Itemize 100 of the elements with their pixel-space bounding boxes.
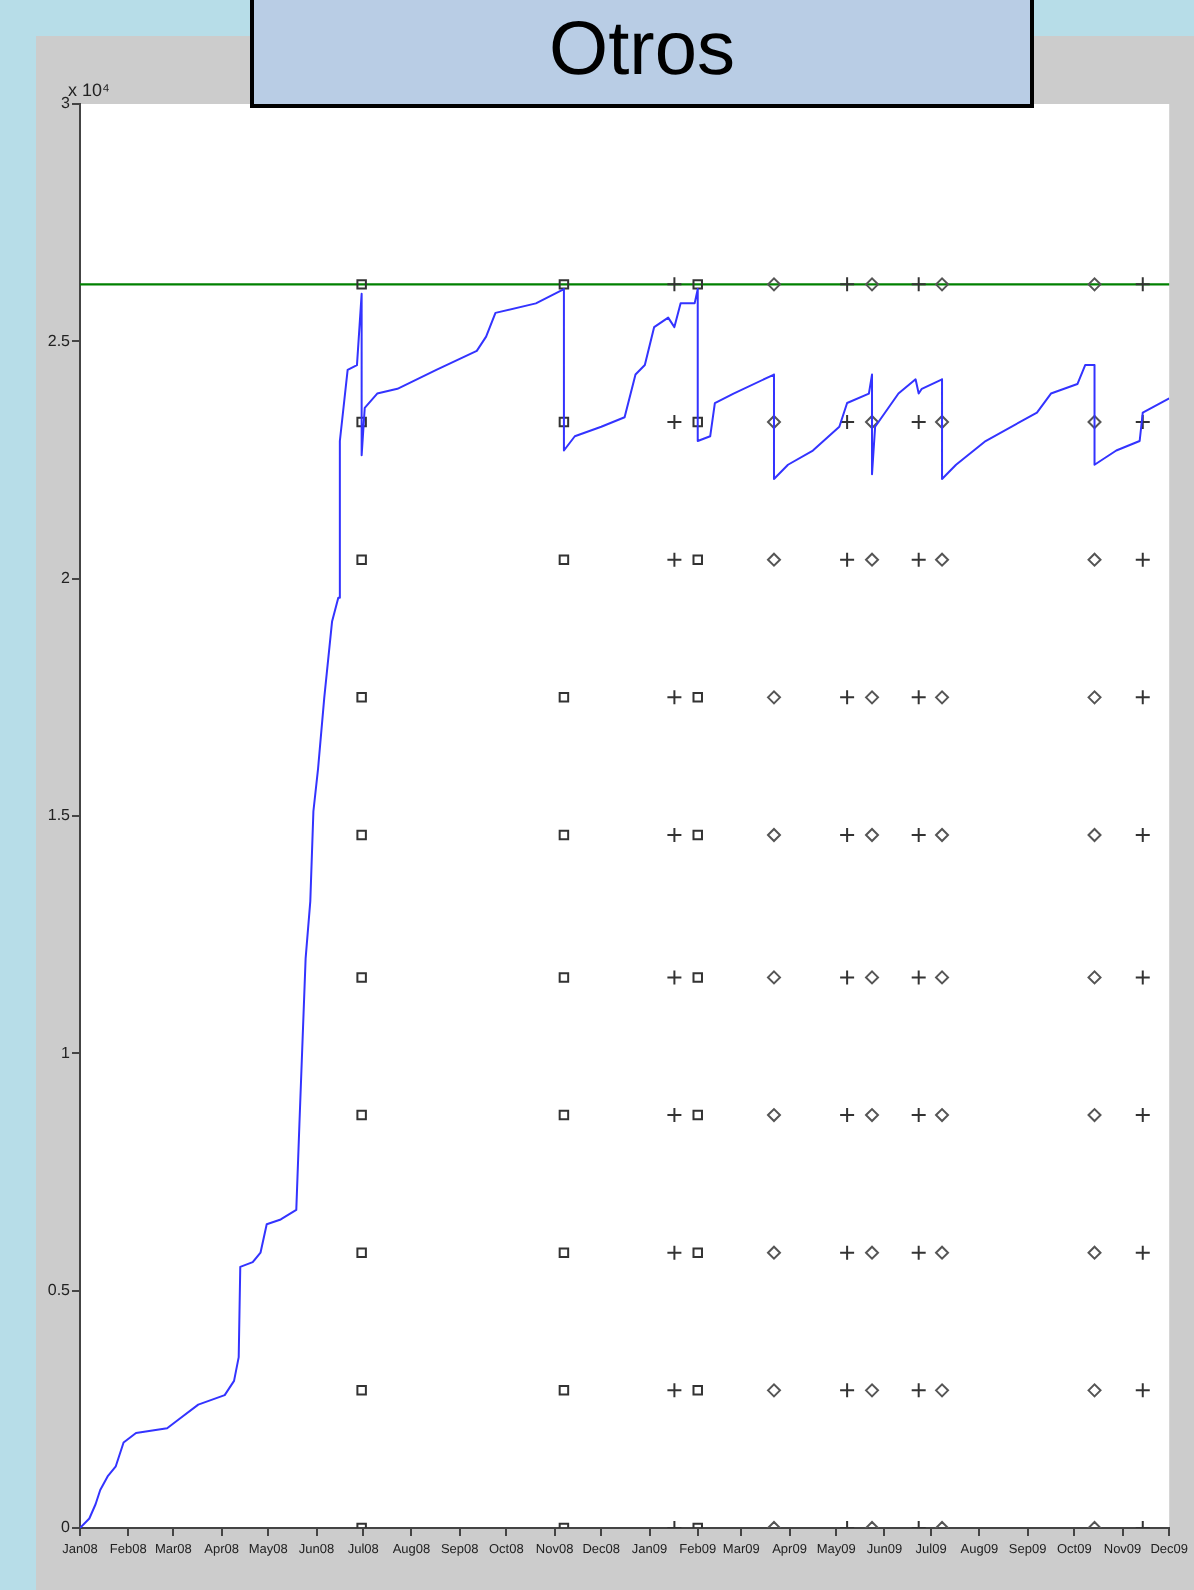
point xyxy=(356,1247,367,1258)
point xyxy=(839,1107,856,1124)
point xyxy=(666,276,683,293)
point xyxy=(935,552,950,567)
point xyxy=(558,279,570,290)
point xyxy=(356,554,367,565)
y-tick-label: 1.5 xyxy=(47,806,72,825)
y-tick-label: 0 xyxy=(61,1518,72,1537)
point xyxy=(935,1245,950,1260)
point xyxy=(356,1385,367,1396)
point xyxy=(692,972,703,983)
point xyxy=(1087,277,1102,292)
point xyxy=(692,1247,703,1258)
point xyxy=(356,416,367,428)
point xyxy=(558,972,570,983)
point xyxy=(558,1385,570,1396)
point xyxy=(558,1109,570,1121)
point xyxy=(865,690,880,705)
point xyxy=(666,689,683,706)
point xyxy=(1134,689,1151,706)
point xyxy=(910,826,927,843)
y-tick-label: 0.5 xyxy=(47,1281,72,1300)
point xyxy=(356,829,367,841)
point xyxy=(935,1383,950,1398)
point xyxy=(1134,1244,1151,1261)
point xyxy=(865,277,880,292)
point xyxy=(766,1108,781,1123)
point xyxy=(839,1244,856,1261)
point xyxy=(935,277,950,292)
point xyxy=(1134,1382,1151,1399)
point xyxy=(356,1109,367,1121)
point xyxy=(935,827,950,842)
point xyxy=(1087,415,1102,430)
point xyxy=(1134,969,1151,986)
point xyxy=(1134,551,1151,568)
point xyxy=(666,1382,683,1399)
point xyxy=(558,829,570,841)
point xyxy=(910,414,927,431)
point xyxy=(666,551,683,568)
point xyxy=(910,1244,927,1261)
point xyxy=(910,689,927,706)
point xyxy=(865,552,880,567)
point xyxy=(1087,1383,1102,1398)
point xyxy=(839,551,856,568)
point xyxy=(1087,1245,1102,1260)
point xyxy=(839,276,856,293)
point xyxy=(692,554,703,565)
point xyxy=(1087,970,1102,985)
point xyxy=(935,1108,950,1123)
point xyxy=(865,970,880,985)
point xyxy=(558,692,570,703)
point xyxy=(1087,690,1102,705)
point xyxy=(766,1383,781,1398)
point xyxy=(766,552,781,567)
point xyxy=(910,1382,927,1399)
point xyxy=(666,414,683,431)
point xyxy=(666,826,683,843)
point xyxy=(692,416,703,428)
point xyxy=(766,1245,781,1260)
point xyxy=(839,1382,856,1399)
text: x 10⁴ xyxy=(68,79,111,100)
point xyxy=(935,690,950,705)
point xyxy=(692,1109,703,1121)
point xyxy=(910,969,927,986)
point xyxy=(1087,827,1102,842)
point xyxy=(865,415,880,430)
y-tick-label: 3 xyxy=(61,94,72,113)
point xyxy=(910,551,927,568)
point xyxy=(865,827,880,842)
point xyxy=(766,827,781,842)
point xyxy=(1134,1107,1151,1124)
point xyxy=(935,970,950,985)
point xyxy=(356,692,367,703)
point xyxy=(692,692,703,703)
point xyxy=(865,1245,880,1260)
point xyxy=(766,690,781,705)
y-tick-label: 1 xyxy=(61,1043,72,1062)
y-tick-label: 2.5 xyxy=(47,331,72,350)
point xyxy=(766,970,781,985)
point xyxy=(839,826,856,843)
point xyxy=(692,1385,703,1396)
point xyxy=(1134,276,1151,293)
point xyxy=(839,414,856,431)
y-tick-label: 2 xyxy=(61,569,72,588)
point xyxy=(1087,1108,1102,1123)
point xyxy=(1087,552,1102,567)
point xyxy=(692,829,703,841)
point xyxy=(910,276,927,293)
point xyxy=(692,279,703,290)
point xyxy=(935,415,950,430)
point xyxy=(666,1244,683,1261)
point xyxy=(1134,414,1151,431)
point xyxy=(666,1107,683,1124)
point xyxy=(558,554,570,565)
point xyxy=(558,416,570,428)
point xyxy=(766,277,781,292)
point xyxy=(865,1383,880,1398)
point xyxy=(839,969,856,986)
point xyxy=(558,1247,570,1258)
point xyxy=(1134,826,1151,843)
